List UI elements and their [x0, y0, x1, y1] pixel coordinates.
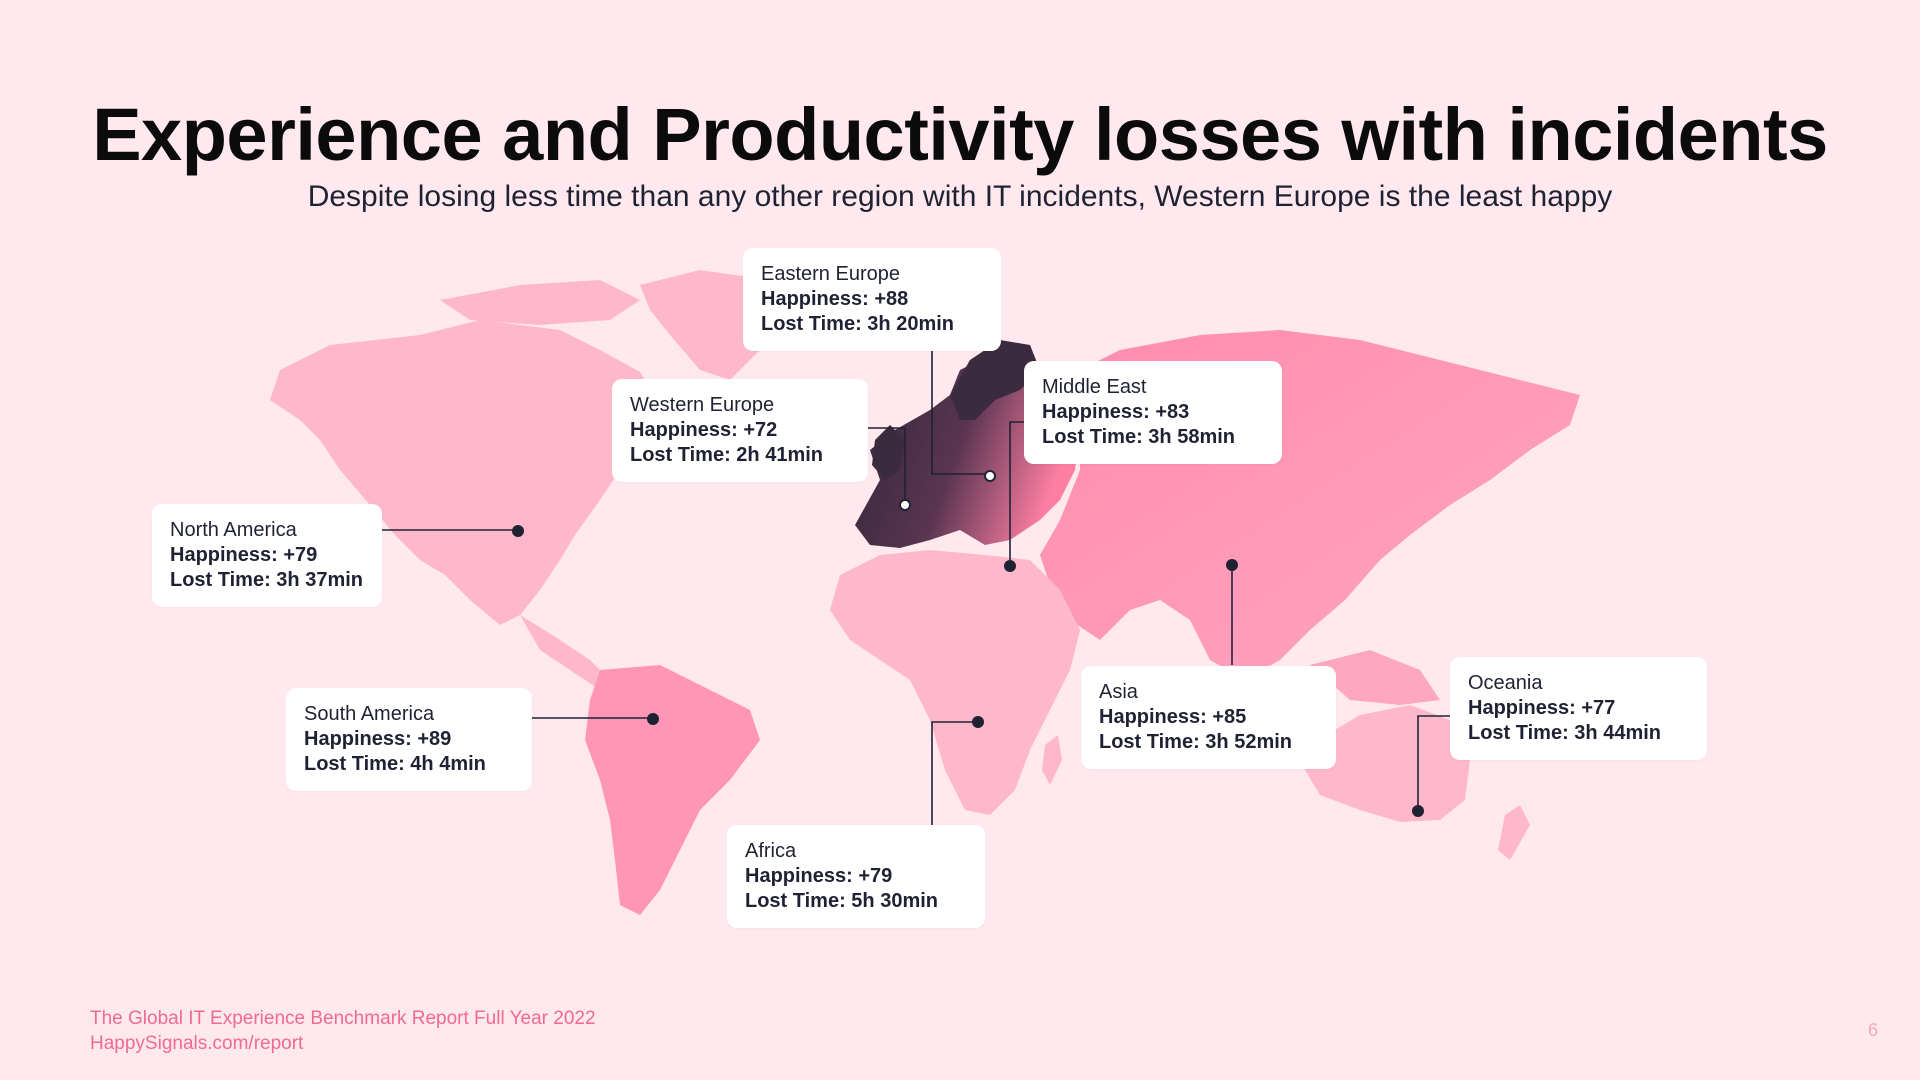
card-asia: Asia Happiness: +85 Lost Time: 3h 52min	[1081, 666, 1336, 769]
region-lost-time: Lost Time: 3h 37min	[170, 569, 364, 591]
marker-western-europe	[899, 499, 911, 511]
uk-land	[872, 425, 905, 480]
marker-africa	[972, 716, 984, 728]
card-africa: Africa Happiness: +79 Lost Time: 5h 30mi…	[727, 825, 985, 928]
footer: The Global IT Experience Benchmark Repor…	[90, 1006, 596, 1056]
new-zealand-land	[1498, 805, 1530, 860]
central-america-land	[520, 615, 610, 690]
region-lost-time: Lost Time: 5h 30min	[745, 890, 939, 912]
region-name: Western Europe	[630, 394, 775, 416]
page-title: Experience and Productivity losses with …	[92, 93, 1828, 176]
region-happiness: Happiness: +88	[761, 288, 909, 310]
marker-oceania	[1412, 805, 1424, 817]
footer-report-title: The Global IT Experience Benchmark Repor…	[90, 1008, 596, 1029]
region-lost-time: Lost Time: 4h 4min	[304, 753, 486, 775]
connector-africa	[931, 721, 978, 825]
marker-asia	[1226, 559, 1238, 571]
region-name: Middle East	[1042, 376, 1147, 398]
connector-western-europe	[868, 427, 906, 505]
page-number: 6	[1867, 1020, 1878, 1040]
marker-middle-east	[1004, 560, 1016, 572]
connector-eastern-europe	[931, 345, 990, 475]
europe-land	[855, 360, 1080, 548]
north-america-land	[270, 320, 660, 625]
region-lost-time: Lost Time: 3h 44min	[1468, 722, 1662, 744]
marker-south-america	[647, 713, 659, 725]
africa-land	[830, 550, 1080, 815]
region-lost-time: Lost Time: 3h 58min	[1042, 426, 1236, 448]
southeast-asia-islands-land	[1310, 650, 1440, 705]
region-name: North America	[170, 519, 297, 541]
region-name: South America	[304, 703, 435, 725]
region-happiness: Happiness: +83	[1042, 401, 1190, 423]
region-name: Asia	[1099, 681, 1138, 703]
page-subtitle: Despite losing less time than any other …	[307, 180, 1613, 213]
footer-url[interactable]: HappySignals.com/report	[90, 1033, 304, 1054]
madagascar-land	[1042, 735, 1062, 785]
marker-eastern-europe	[984, 470, 996, 482]
card-north-america: North America Happiness: +79 Lost Time: …	[152, 504, 382, 607]
region-happiness: Happiness: +89	[304, 728, 452, 750]
card-middle-east: Middle East Happiness: +83 Lost Time: 3h…	[1024, 361, 1282, 464]
region-happiness: Happiness: +79	[745, 865, 893, 887]
region-happiness: Happiness: +85	[1099, 706, 1247, 728]
region-lost-time: Lost Time: 3h 52min	[1099, 731, 1293, 753]
region-lost-time: Lost Time: 2h 41min	[630, 444, 824, 466]
region-name: Oceania	[1468, 672, 1543, 694]
region-name: Eastern Europe	[761, 263, 900, 285]
card-western-europe: Western Europe Happiness: +72 Lost Time:…	[612, 379, 868, 482]
connector-middle-east	[1009, 421, 1027, 565]
connector-oceania	[1417, 715, 1450, 810]
region-lost-time: Lost Time: 3h 20min	[761, 313, 955, 335]
card-oceania: Oceania Happiness: +77 Lost Time: 3h 44m…	[1450, 657, 1707, 760]
scandinavia-land	[950, 340, 1040, 420]
arctic-islands-land	[440, 280, 640, 325]
region-happiness: Happiness: +77	[1468, 697, 1616, 719]
south-america-land	[585, 665, 760, 915]
region-happiness: Happiness: +72	[630, 419, 778, 441]
marker-north-america	[512, 525, 524, 537]
region-name: Africa	[745, 840, 797, 862]
card-south-america: South America Happiness: +89 Lost Time: …	[286, 688, 532, 791]
card-eastern-europe: Eastern Europe Happiness: +88 Lost Time:…	[743, 248, 1001, 351]
region-happiness: Happiness: +79	[170, 544, 318, 566]
australia-land	[1305, 705, 1470, 822]
